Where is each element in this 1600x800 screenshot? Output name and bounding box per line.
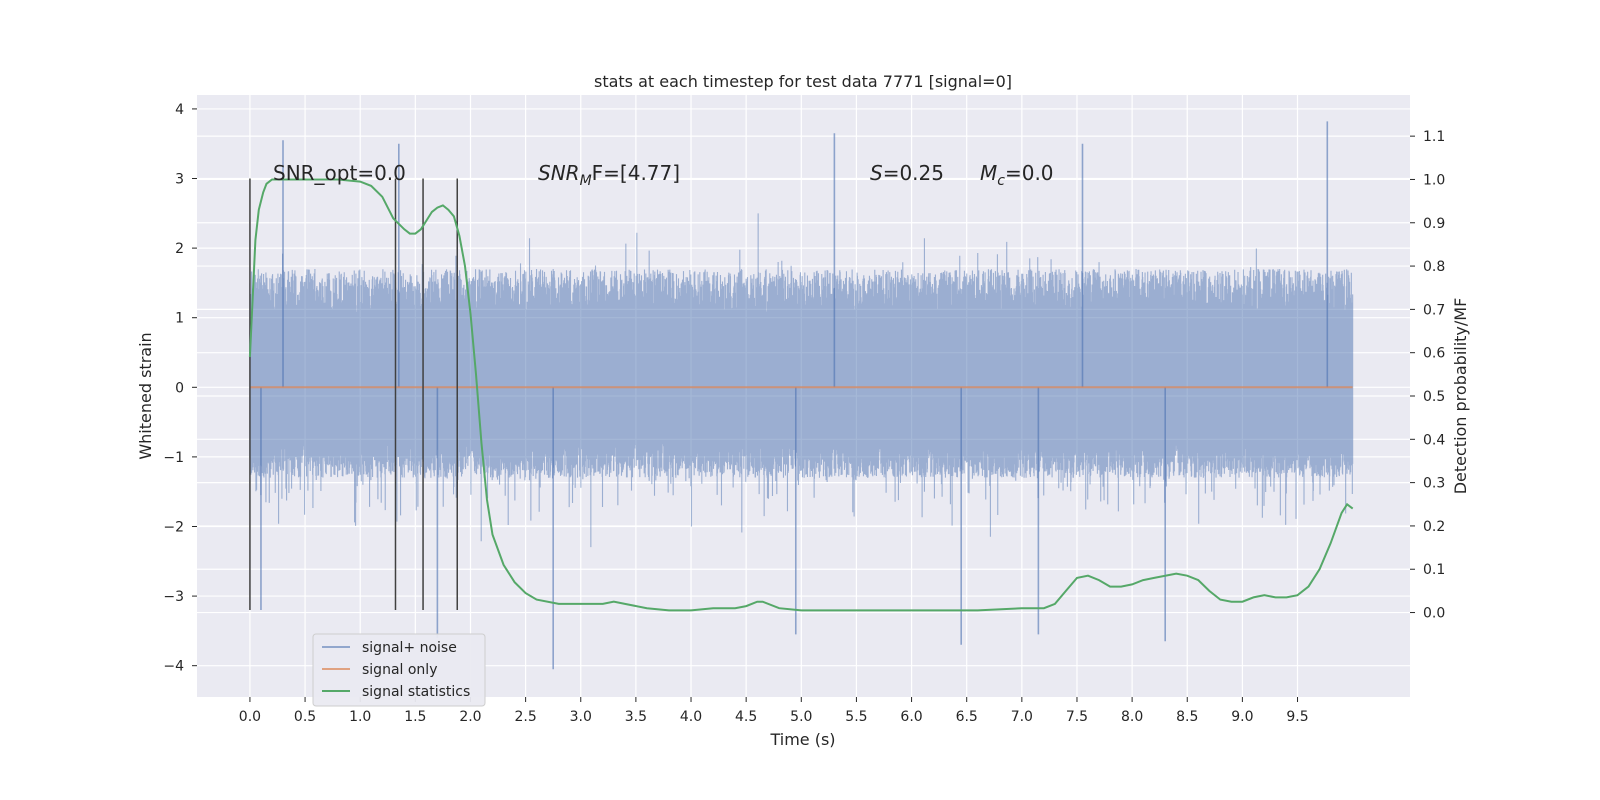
x-tick-label: 5.0: [790, 709, 812, 725]
right-tick-label: 0.9: [1423, 216, 1445, 232]
x-tick-label: 3.0: [570, 709, 592, 725]
x-axis-label: Time (s): [769, 730, 835, 749]
y-tick-label: 2: [175, 241, 184, 257]
x-tick-label: 2.5: [514, 709, 536, 725]
s-annotation: S=0.25: [870, 161, 944, 185]
s-symbol: S: [870, 161, 883, 185]
y-tick-label: 4: [175, 102, 184, 118]
x-tick-label: 8.5: [1176, 709, 1198, 725]
x-tick-label: 3.5: [625, 709, 647, 725]
y-tick-label: −4: [163, 659, 184, 675]
mc-value: =0.0: [1005, 161, 1054, 185]
x-tick-label: 7.5: [1066, 709, 1088, 725]
series-signal-statistics: [248, 178, 1354, 612]
y-tick-label: 1: [175, 311, 184, 327]
mc-annotation: Mc=0.0: [980, 161, 1054, 189]
x-tick-label: 2.0: [459, 709, 481, 725]
x-tick-label: 8.0: [1121, 709, 1143, 725]
legend-box: [312, 633, 486, 707]
right-tick-label: 0.8: [1423, 259, 1445, 275]
x-tick-label: 6.0: [900, 709, 922, 725]
legend-label-signal: signal only: [362, 662, 437, 678]
right-tick-label: 1.0: [1423, 172, 1445, 188]
right-tick-label: 0.4: [1423, 432, 1445, 448]
y-tick-label: 0: [175, 380, 184, 396]
x-tick-label: 0.0: [239, 709, 261, 725]
x-tick-label: 1.5: [404, 709, 426, 725]
right-tick-label: 0.1: [1423, 562, 1445, 578]
y-axis-ticks: 4 3 2 1 0 −1 −2 −3 −4: [163, 102, 197, 675]
mc-symbol: M: [980, 161, 997, 185]
right-tick-label: 0.5: [1423, 389, 1445, 405]
noise-peaks: [260, 121, 1329, 670]
chart-title: stats at each timestep for test data 777…: [594, 72, 1012, 91]
snr-mf-annotation: SNRMF=[4.77]: [538, 161, 680, 189]
snr-mf-rest: F=[4.77]: [592, 161, 680, 185]
x-tick-label: 6.5: [956, 709, 978, 725]
right-tick-label: 0.0: [1423, 606, 1445, 622]
snr-opt-annotation: SNR_opt=0.0: [273, 161, 406, 185]
right-tick-label: 0.6: [1423, 346, 1445, 362]
right-tick-label: 0.7: [1423, 302, 1445, 318]
snr-mf-main: SNR: [538, 161, 580, 185]
s-value: =0.25: [883, 161, 944, 185]
snr-mf-sub: M: [580, 173, 592, 189]
x-tick-label: 5.5: [845, 709, 867, 725]
y-tick-label: 3: [175, 172, 184, 188]
right-axis-ticks: 1.1 1.0 0.9 0.8 0.7 0.6 0.5 0.4 0.3 0.2 0.1 0.0: [1410, 129, 1445, 622]
x-tick-label: 4.5: [735, 709, 757, 725]
x-tick-label: 9.0: [1231, 709, 1253, 725]
legend-label-stats: signal statistics: [362, 684, 470, 700]
x-axis-ticks: 0.0 0.5 1.0 1.5 2.0 2.5 3.0 3.5 4.0 4.5 5.0 5.5 6.0 6…: [239, 697, 1309, 725]
x-tick-label: 7.0: [1011, 709, 1033, 725]
x-tick-label: 0.5: [294, 709, 316, 725]
x-tick-label: 9.5: [1286, 709, 1308, 725]
right-tick-label: 0.2: [1423, 519, 1445, 535]
legend: signal+ noise signal only signal statist…: [312, 633, 486, 707]
right-axis-label: Detection probability/MF: [1451, 298, 1470, 495]
legend-label-noise: signal+ noise: [362, 640, 457, 656]
y-tick-label: −2: [163, 519, 184, 535]
y-axis-label: Whitened strain: [136, 332, 155, 459]
y-tick-label: −1: [163, 450, 184, 466]
y-tick-label: −3: [163, 589, 184, 605]
right-tick-label: 0.3: [1423, 476, 1445, 492]
x-tick-label: 1.0: [349, 709, 371, 725]
mc-subscript: c: [997, 173, 1005, 189]
right-tick-label: 1.1: [1423, 129, 1445, 145]
vertical-markers: [249, 178, 458, 611]
x-tick-label: 4.0: [680, 709, 702, 725]
